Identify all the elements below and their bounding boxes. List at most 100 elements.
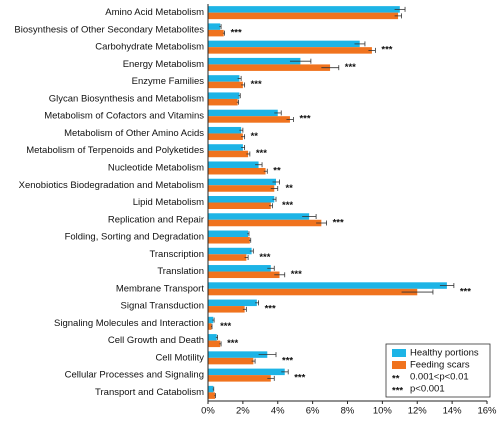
error-bar	[289, 58, 312, 64]
bar	[208, 202, 271, 209]
error-bar	[270, 185, 279, 191]
y-tick-label: Transport and Catabolism	[95, 387, 204, 398]
bar	[208, 340, 221, 348]
bar	[208, 116, 290, 123]
bar	[208, 47, 372, 54]
error-bar	[215, 334, 218, 340]
error-bar	[242, 306, 247, 312]
x-tick-label: 10%	[373, 406, 393, 417]
error-bar	[236, 99, 239, 105]
error-bar	[269, 203, 273, 209]
bar	[208, 178, 277, 186]
bar	[208, 351, 268, 358]
bar	[208, 109, 278, 117]
error-bar	[241, 134, 246, 140]
error-bar	[244, 255, 249, 261]
error-bar	[368, 47, 376, 53]
bar	[208, 316, 214, 324]
significance-mark: ***	[460, 286, 471, 297]
error-bar	[241, 144, 246, 150]
bar	[208, 40, 360, 48]
error-bar	[241, 82, 246, 88]
legend-label: 0.001<p<0.01	[410, 372, 469, 383]
significance-mark: ***	[345, 62, 356, 73]
error-bar	[238, 93, 241, 99]
bar	[208, 392, 215, 399]
significance-mark: ***	[256, 148, 267, 159]
significance-mark: **	[285, 183, 293, 194]
y-tick-label: Transcription	[149, 249, 204, 260]
error-bar	[263, 168, 268, 174]
error-bar	[251, 358, 256, 364]
x-tick-label: 8%	[341, 406, 355, 417]
error-bar	[222, 30, 225, 36]
bar	[208, 230, 249, 238]
error-bar	[286, 116, 294, 122]
x-tick-label: 4%	[271, 406, 285, 417]
bar	[208, 167, 266, 175]
error-bar	[321, 65, 340, 71]
error-bar	[394, 13, 402, 19]
legend-label: Feeding scars	[410, 360, 470, 371]
bar	[208, 6, 400, 13]
y-tick-label: Signal Transduction	[121, 301, 204, 312]
error-bar	[394, 6, 406, 12]
bar	[208, 81, 243, 89]
significance-mark: **	[273, 165, 281, 176]
y-tick-label: Metabolism of Other Amino Acids	[64, 128, 204, 139]
x-tick-label: 6%	[306, 406, 320, 417]
bar	[208, 288, 418, 296]
bar	[208, 75, 240, 82]
y-tick-label: Nucleotide Metabolism	[108, 162, 204, 173]
error-bar	[219, 24, 222, 30]
significance-mark: ***	[282, 200, 293, 211]
significance-mark: ***	[333, 217, 344, 228]
y-tick-label: Signaling Molecules and Interaction	[54, 318, 204, 329]
y-tick-label: Energy Metabolism	[123, 59, 204, 70]
bar	[208, 92, 240, 99]
bar	[208, 64, 331, 71]
error-bar	[247, 231, 250, 237]
error-bar	[401, 289, 434, 295]
bar	[208, 385, 214, 393]
bar	[208, 306, 245, 313]
significance-mark: ***	[265, 304, 276, 315]
x-tick-label: 16%	[477, 406, 497, 417]
bar	[208, 57, 301, 65]
y-tick-label: Carbohydrate Metabolism	[95, 42, 204, 53]
bar	[208, 282, 447, 289]
bar	[208, 126, 242, 134]
error-bar	[267, 375, 275, 381]
legend-symbol: ***	[392, 386, 403, 397]
error-bar	[210, 324, 213, 330]
bar	[208, 247, 252, 255]
y-tick-label: Metabolism of Cofactors and Vitamins	[44, 111, 204, 122]
error-bar	[248, 237, 252, 243]
error-bar	[354, 41, 366, 47]
error-bar	[237, 75, 242, 81]
bar	[208, 271, 280, 279]
bar	[208, 375, 271, 382]
error-bar	[214, 393, 216, 399]
x-tick-label: 14%	[443, 406, 463, 417]
significance-mark: ***	[299, 114, 310, 125]
error-bar	[316, 220, 327, 226]
x-tick-label: 2%	[236, 406, 250, 417]
bar	[208, 323, 212, 330]
error-bar	[439, 283, 455, 289]
error-bar	[274, 110, 282, 116]
bar	[208, 144, 243, 151]
bar	[208, 161, 259, 168]
bar	[208, 357, 254, 365]
error-bar	[281, 369, 289, 375]
bar	[208, 23, 221, 30]
y-tick-label: Replication and Repair	[108, 214, 204, 225]
error-bar	[219, 341, 222, 347]
significance-mark: **	[251, 131, 259, 142]
y-tick-label: Translation	[157, 266, 204, 277]
legend-swatch	[392, 361, 406, 369]
error-bar	[239, 127, 244, 133]
error-bar	[255, 162, 263, 168]
error-bar	[274, 272, 286, 278]
bar	[208, 368, 285, 376]
